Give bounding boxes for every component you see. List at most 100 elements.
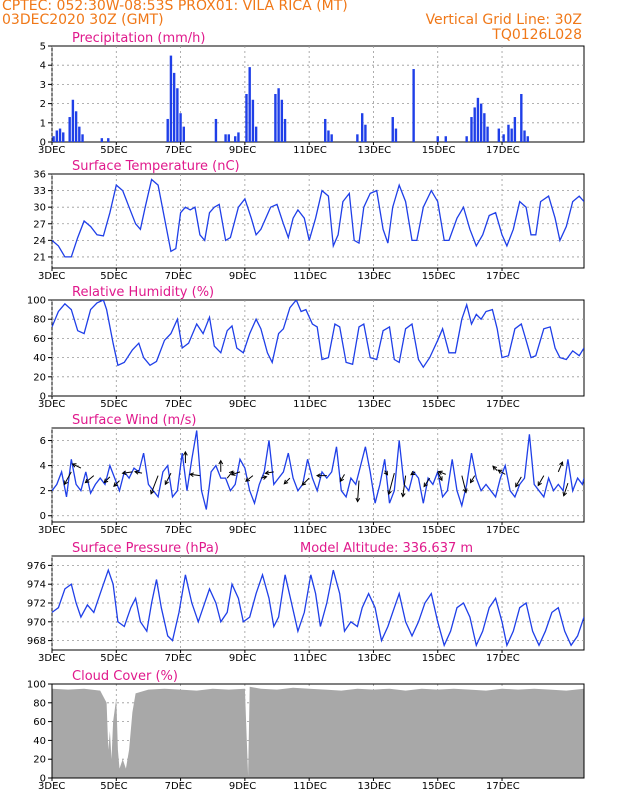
wind-arrow (387, 472, 395, 496)
x-tick-label: 7DEC (165, 271, 192, 282)
wind-arrow-shaft (103, 476, 111, 483)
precip-bar (172, 72, 176, 142)
wind-arrow-shaft (283, 477, 291, 485)
precip-bar (324, 118, 327, 142)
precip-bar (520, 94, 523, 142)
panel-title: Surface Pressure (hPa) (72, 541, 219, 556)
precip-bar (330, 134, 333, 142)
x-tick-label: 3DEC (38, 145, 65, 156)
y-tick-label: 40 (33, 353, 46, 364)
y-tick-label: 60 (33, 717, 46, 728)
precip-bar (497, 128, 501, 142)
x-tick-label: 9DEC (229, 525, 256, 536)
wind-arrow (245, 475, 254, 482)
y-tick-label: 0 (40, 138, 46, 149)
precip-bar (436, 136, 439, 142)
series-line (52, 300, 584, 369)
precip-bar (254, 126, 258, 142)
wind-arrow-shaft (301, 477, 310, 486)
wind-arrow-head (315, 473, 321, 478)
wind-arrow-head (562, 491, 567, 497)
x-tick-label: 17DEC (486, 781, 520, 792)
y-tick-label: 30 (33, 203, 46, 214)
plot-frame (51, 45, 585, 143)
x-tick-label: 7DEC (165, 781, 192, 792)
wind-arrow (557, 461, 564, 473)
wind-arrow (492, 465, 498, 471)
precip-bar (476, 97, 480, 142)
precip-bar (391, 117, 394, 142)
wind-arrow (400, 475, 407, 498)
series-line (52, 568, 584, 648)
wind-arrow-shaft (470, 475, 476, 483)
wind-arrow (537, 475, 545, 487)
wind-arrow (183, 450, 188, 464)
x-tick-label: 5DEC (100, 781, 127, 792)
wind-arrow-head (497, 469, 503, 474)
wind-arrow-shaft (72, 463, 82, 469)
precip-bar (74, 111, 78, 142)
wind-arrow-head (164, 480, 169, 486)
temperature-panel: 21 24 27 30 33 36 3DEC 5DEC 7DEC 9DEC 11DEC 13DEC 15… (33, 159, 585, 282)
precip-bar (412, 69, 415, 142)
x-tick-label: 11DEC (293, 399, 327, 410)
wind-arrow (103, 476, 111, 484)
wind-panel: 0 2 4 6 3DEC 5DEC 7DEC 9DEC 11DEC 13DEC 15DEC 17DEC… (38, 413, 585, 536)
wind-arrow-head (355, 497, 361, 503)
panel-title: Surface Temperature (nC) (72, 159, 240, 174)
wind-arrow-head (559, 461, 564, 467)
x-tick-label: 9DEC (229, 653, 256, 664)
y-tick-label: 968 (27, 636, 46, 647)
wind-arrow-shaft (226, 470, 234, 479)
wind-arrow (218, 459, 224, 472)
x-tick-label: 15DEC (422, 525, 456, 536)
wind-arrow-head (113, 482, 118, 487)
wind-arrow (260, 475, 268, 480)
model-code: TQ0126L028 (492, 27, 582, 43)
chart-header: CPTEC: 052:30W-08:53S PROX01: VILA RICA … (0, 0, 618, 48)
wind-arrow-head (437, 470, 443, 475)
wind-arrow (355, 480, 361, 503)
wind-arrow-shaft (402, 475, 407, 497)
wind-arrow-head (150, 489, 155, 495)
x-tick-label: 15DEC (422, 399, 456, 410)
plot-frame-top (51, 683, 585, 779)
wind-arrow (410, 470, 416, 476)
wind-arrow (562, 482, 569, 497)
x-tick-label: 5DEC (100, 399, 127, 410)
precip-bar (214, 118, 218, 142)
wind-arrow-head (262, 475, 268, 480)
wind-arrow-shaft (189, 473, 200, 477)
wind-arrow-shaft (134, 471, 143, 474)
wind-arrow (497, 469, 506, 475)
precip-bar (107, 138, 110, 142)
x-tick-label: 5DEC (100, 145, 127, 156)
precip-bar (62, 132, 65, 142)
precip-bar (523, 130, 526, 142)
y-tick-label: 36 (33, 170, 46, 181)
wind-arrow-shaft (122, 471, 133, 474)
y-tick-label: 976 (27, 561, 46, 572)
precip-bar (483, 113, 486, 142)
precip-bar (327, 130, 330, 142)
x-tick-label: 11DEC (293, 525, 327, 536)
y-tick-label: 972 (27, 599, 46, 610)
wind-arrow-head (492, 465, 497, 471)
x-tick-label: 11DEC (293, 653, 327, 664)
precip-bar (245, 94, 248, 142)
cloud-cover-panel: 0 20 40 60 80 100 3DEC 5DEC 7DEC 9DEC 11DEC 13DEC 15… (27, 669, 585, 792)
wind-arrow-shaft (245, 475, 254, 482)
precip-bar (251, 99, 255, 142)
wind-arrow (63, 471, 72, 486)
x-tick-label: 7DEC (165, 399, 192, 410)
y-tick-label: 1 (40, 118, 46, 129)
precip-bar (182, 126, 185, 142)
precip-bar (277, 88, 280, 142)
precip-bar (283, 118, 287, 142)
humidity-panel: 0 20 40 60 80 100 3DEC 5DEC 7DEC 9DEC 11DEC 13DEC 15… (27, 285, 585, 410)
precip-bar (470, 117, 473, 142)
wind-arrow-head (400, 492, 406, 498)
y-tick-label: 0 (40, 511, 46, 522)
precip-bar (234, 136, 237, 142)
wind-arrow (469, 475, 476, 484)
